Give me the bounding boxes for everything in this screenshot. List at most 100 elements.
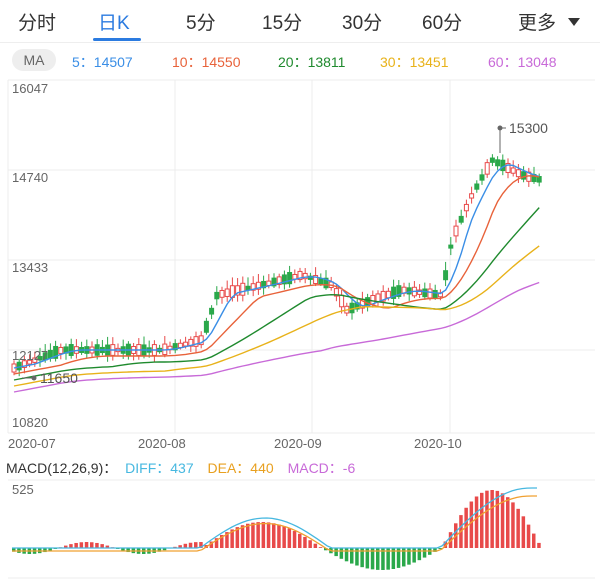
macd-bar	[209, 541, 214, 548]
ma-toggle-button[interactable]: MA	[12, 49, 56, 71]
macd-bar	[438, 548, 442, 549]
macd-bar	[516, 508, 520, 548]
candle-body	[37, 356, 43, 361]
macd-bar	[469, 501, 474, 548]
candle-body	[209, 307, 215, 315]
macd-bar	[298, 533, 302, 548]
macd-bar	[396, 548, 401, 568]
macd-bar	[79, 542, 84, 548]
macd-bar	[407, 548, 411, 565]
candle-body	[276, 276, 282, 286]
tab-60min[interactable]: 60分	[422, 13, 463, 34]
macd-bar	[214, 538, 219, 548]
candle-body	[500, 159, 506, 172]
ma-line	[13, 245, 540, 387]
macd-bar	[282, 526, 286, 548]
date-axis-label-jul: 2020-07	[8, 436, 56, 451]
macd-axis-label-top: 525	[12, 482, 34, 497]
candle-body	[21, 360, 27, 368]
macd-bar	[344, 548, 349, 562]
candle-body	[214, 291, 220, 300]
macd-bar	[412, 548, 416, 563]
macd-bar	[251, 522, 255, 548]
macd-bar	[391, 548, 396, 569]
candle-body	[32, 357, 38, 363]
macd-bar	[272, 523, 276, 548]
macd-bar	[90, 542, 94, 548]
macd-bar	[64, 545, 68, 548]
date-axis-label-sep: 2020-09	[274, 436, 322, 451]
macd-bar	[318, 547, 323, 548]
candle-body	[261, 280, 267, 289]
candle-body	[307, 275, 313, 280]
macd-bar	[360, 548, 364, 568]
ma30-value: 30：13451	[380, 54, 449, 70]
macd-bar	[48, 548, 52, 551]
macd-bar	[350, 548, 354, 564]
tab-15min[interactable]: 15分	[262, 13, 303, 34]
macd-bar	[246, 523, 250, 548]
macd-bar	[433, 548, 437, 552]
macd-bar	[220, 535, 224, 548]
candle-body	[489, 157, 495, 163]
macd-bar	[381, 548, 385, 570]
active-tab-indicator	[93, 38, 141, 41]
tab-30min[interactable]: 30分	[342, 13, 383, 34]
macd-bar	[443, 541, 448, 548]
candle-body	[474, 183, 480, 190]
tab-5min[interactable]: 5分	[186, 13, 216, 34]
macd-bar	[287, 528, 292, 548]
macd-bar	[324, 548, 328, 551]
candle-body	[448, 244, 454, 249]
candle-body	[521, 171, 527, 180]
candle-body	[463, 203, 469, 212]
price-axis-label-3: 13433	[12, 260, 48, 275]
macd-bar	[526, 524, 531, 548]
candle-body	[235, 285, 241, 296]
macd-bar	[376, 548, 380, 570]
low-marker-dot	[31, 375, 37, 381]
period-tabs: 分时 日K 5分 15分 30分 60分 更多	[0, 0, 600, 43]
candle-body	[203, 320, 209, 333]
macd-bar	[303, 536, 307, 548]
macd-bar	[84, 542, 89, 548]
macd-bar	[464, 507, 468, 548]
candlesticks	[11, 154, 542, 377]
moving-average-legend: MA 5：14507 10：14550 20：13811 30：13451 60…	[0, 46, 600, 74]
macd-bar	[402, 548, 406, 567]
macd-bar	[126, 548, 130, 553]
macd-bar	[277, 524, 281, 548]
ma-line	[13, 175, 540, 375]
candle-body	[224, 288, 230, 297]
candle-body	[453, 225, 459, 237]
macd-bar	[235, 527, 240, 548]
chart-grid	[7, 79, 595, 579]
candle-body	[422, 288, 428, 298]
macd-bar	[100, 544, 104, 548]
macd-bar	[74, 542, 78, 548]
macd-bar	[261, 522, 266, 548]
macd-bar	[474, 496, 479, 548]
candle-body	[255, 281, 261, 290]
high-marker-dot	[497, 125, 503, 131]
more-label: 更多	[518, 13, 557, 34]
candle-body	[510, 167, 516, 174]
candle-body	[391, 286, 397, 299]
candle-body	[515, 169, 521, 178]
more-periods-dropdown[interactable]: 更多	[518, 8, 581, 35]
macd-bar	[183, 543, 188, 548]
tab-intraday[interactable]: 分时	[18, 13, 57, 34]
macd-bar	[230, 529, 234, 548]
candle-body	[58, 346, 64, 354]
macd-bar	[339, 548, 344, 559]
macd-bar	[194, 542, 198, 548]
macd-bar	[178, 545, 182, 548]
macd-histogram	[12, 490, 541, 570]
candle-body	[323, 277, 329, 289]
macd-bar	[240, 525, 245, 548]
macd-bar	[313, 543, 318, 548]
tab-daily-k[interactable]: 日K	[98, 13, 130, 34]
candle-body	[479, 174, 485, 181]
price-axis-label-bottom: 10820	[12, 415, 48, 430]
